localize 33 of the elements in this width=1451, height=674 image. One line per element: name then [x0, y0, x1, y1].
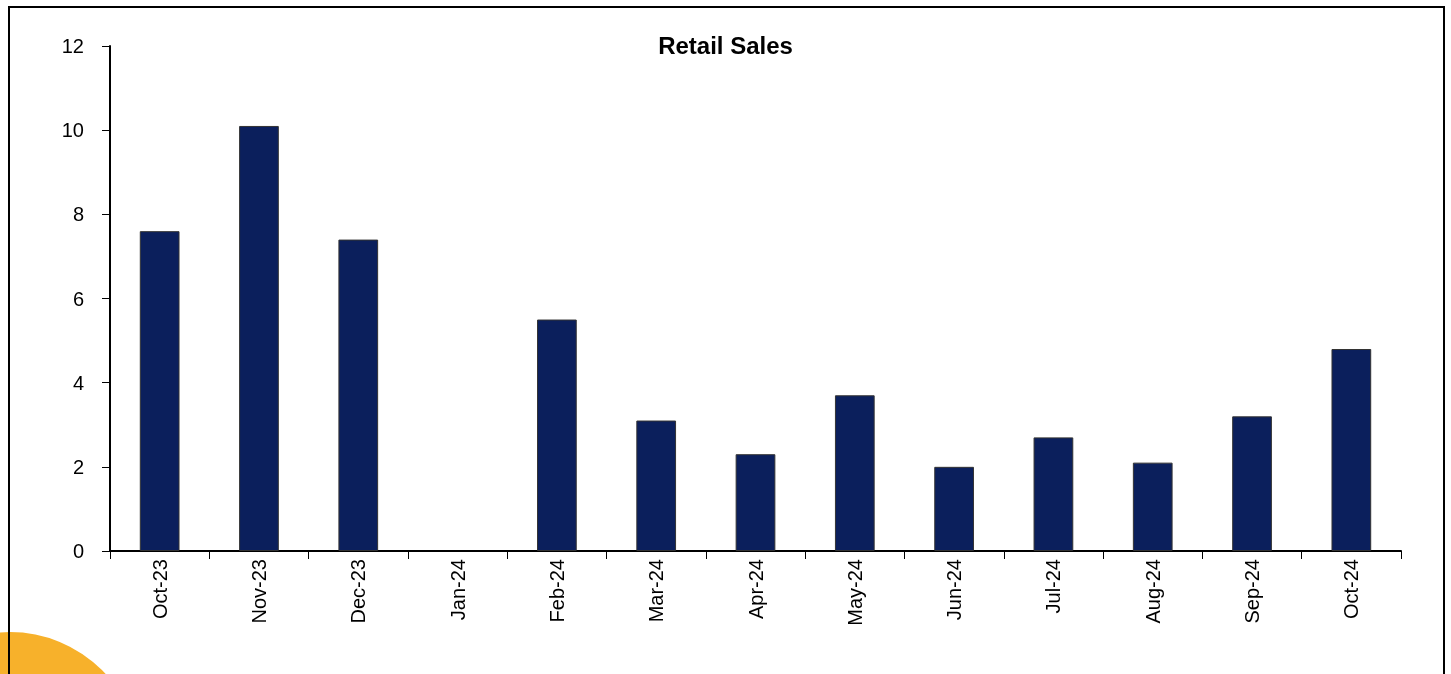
y-tick-label: 2 [72, 455, 84, 478]
bar [338, 239, 379, 551]
x-tick-label: Aug-24 [1141, 559, 1164, 624]
chart-title: Retail Sales [658, 31, 793, 59]
x-tick-label: Oct-24 [1340, 559, 1363, 620]
x-tick-label: Mar-24 [645, 559, 668, 623]
bar [537, 319, 577, 551]
bar [834, 395, 875, 551]
x-tick-label: Apr-24 [744, 559, 767, 620]
bar [1033, 437, 1074, 551]
x-tick-label: Sep-24 [1241, 559, 1264, 624]
bar [735, 454, 776, 551]
bar [1331, 349, 1372, 551]
x-tick-label: Jun-24 [943, 559, 966, 621]
bar [934, 466, 974, 551]
bar [1132, 462, 1173, 551]
x-tick-label: Oct-23 [148, 559, 171, 620]
bar [139, 231, 180, 551]
y-tick-label: 8 [72, 203, 84, 226]
x-tick-label: Jul-24 [1042, 559, 1065, 614]
x-tick-label: Nov-23 [247, 559, 270, 624]
y-tick-label: 10 [61, 119, 84, 142]
x-tick-label: Jan-24 [446, 559, 469, 621]
bar [1232, 416, 1272, 551]
y-tick-label: 6 [72, 287, 84, 310]
y-tick-label: 4 [72, 371, 84, 394]
x-tick-label: Feb-24 [545, 559, 568, 623]
x-tick-label: May-24 [843, 559, 866, 626]
bar [636, 420, 677, 551]
y-tick-label: 12 [61, 35, 84, 57]
x-tick-label: Dec-23 [347, 559, 370, 624]
y-tick-label: 0 [72, 540, 84, 562]
bar [239, 125, 279, 551]
